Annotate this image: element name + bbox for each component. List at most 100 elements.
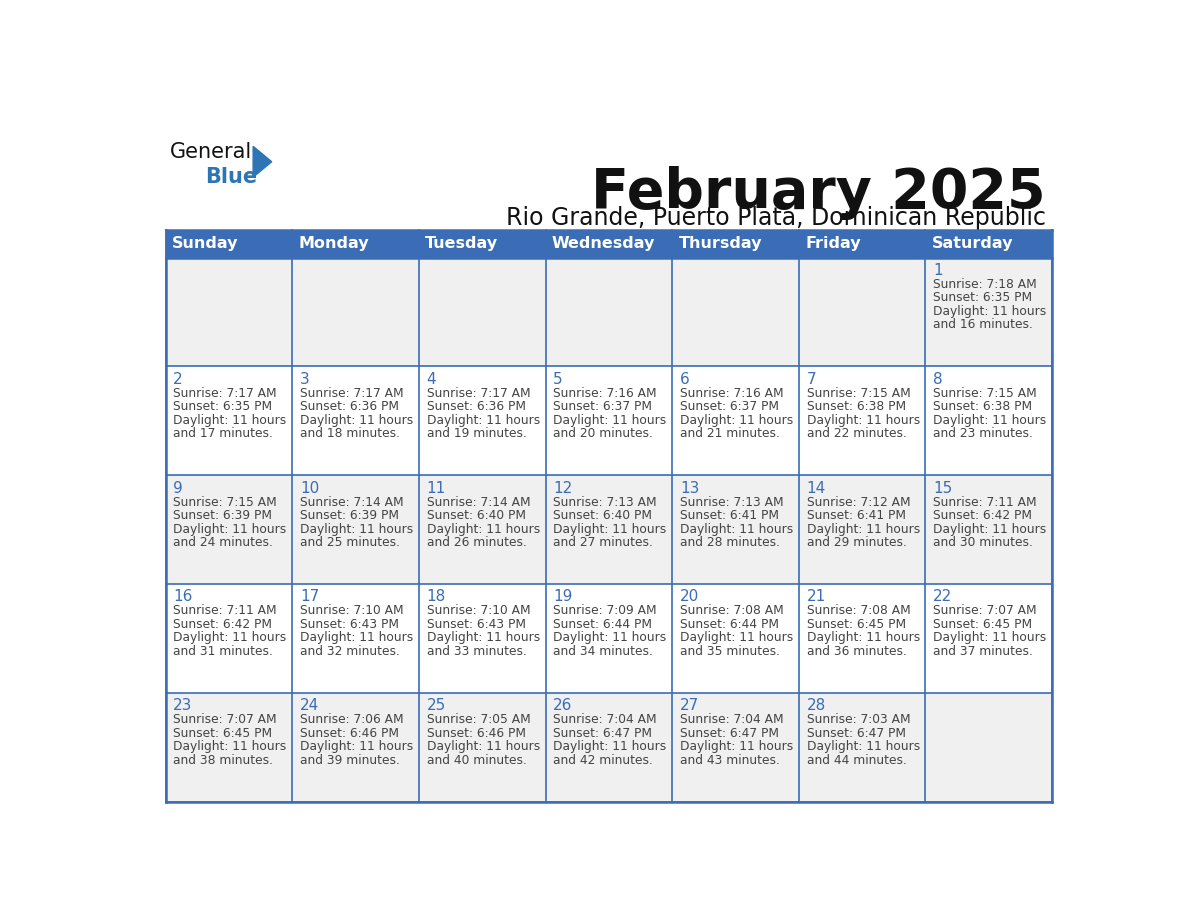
Text: Sunset: 6:39 PM: Sunset: 6:39 PM: [299, 509, 399, 522]
Bar: [798, 366, 925, 476]
Text: Daylight: 11 hours: Daylight: 11 hours: [680, 740, 794, 753]
Text: Daylight: 11 hours: Daylight: 11 hours: [173, 632, 286, 644]
Bar: [798, 258, 925, 366]
Bar: [292, 366, 419, 476]
Text: Sunrise: 7:05 AM: Sunrise: 7:05 AM: [426, 713, 530, 726]
Text: 2: 2: [173, 372, 183, 386]
Text: Daylight: 11 hours: Daylight: 11 hours: [426, 740, 539, 753]
Bar: [165, 366, 292, 476]
Text: and 16 minutes.: and 16 minutes.: [934, 319, 1034, 331]
Text: 5: 5: [554, 372, 563, 386]
Text: Sunrise: 7:17 AM: Sunrise: 7:17 AM: [426, 386, 530, 400]
Text: and 40 minutes.: and 40 minutes.: [426, 754, 526, 767]
Text: Sunrise: 7:15 AM: Sunrise: 7:15 AM: [173, 496, 277, 509]
Text: Sunset: 6:47 PM: Sunset: 6:47 PM: [554, 727, 652, 740]
Text: Sunset: 6:46 PM: Sunset: 6:46 PM: [299, 727, 399, 740]
Text: 26: 26: [554, 699, 573, 713]
Text: Daylight: 11 hours: Daylight: 11 hours: [426, 632, 539, 644]
Text: and 24 minutes.: and 24 minutes.: [173, 536, 273, 549]
Bar: [925, 584, 1053, 693]
Text: Sunset: 6:45 PM: Sunset: 6:45 PM: [934, 618, 1032, 631]
Text: Sunset: 6:43 PM: Sunset: 6:43 PM: [299, 618, 399, 631]
Text: Sunset: 6:45 PM: Sunset: 6:45 PM: [173, 727, 272, 740]
Text: Daylight: 11 hours: Daylight: 11 hours: [299, 522, 413, 535]
Text: 19: 19: [554, 589, 573, 604]
Text: and 30 minutes.: and 30 minutes.: [934, 536, 1034, 549]
Bar: [419, 476, 545, 584]
Text: 27: 27: [680, 699, 700, 713]
Text: Sunset: 6:36 PM: Sunset: 6:36 PM: [426, 400, 525, 413]
Polygon shape: [253, 146, 272, 177]
Text: Rio Grande, Puerto Plata, Dominican Republic: Rio Grande, Puerto Plata, Dominican Repu…: [506, 207, 1045, 230]
Bar: [292, 258, 419, 366]
Text: Sunset: 6:36 PM: Sunset: 6:36 PM: [299, 400, 399, 413]
Text: 24: 24: [299, 699, 320, 713]
Bar: [165, 693, 292, 801]
Text: 15: 15: [934, 481, 953, 496]
Text: Saturday: Saturday: [931, 236, 1013, 251]
Text: 20: 20: [680, 589, 700, 604]
Text: Sunrise: 7:04 AM: Sunrise: 7:04 AM: [680, 713, 784, 726]
Text: and 19 minutes.: and 19 minutes.: [426, 427, 526, 441]
Text: Sunset: 6:47 PM: Sunset: 6:47 PM: [807, 727, 905, 740]
Text: Sunrise: 7:12 AM: Sunrise: 7:12 AM: [807, 496, 910, 509]
Text: and 25 minutes.: and 25 minutes.: [299, 536, 400, 549]
Bar: [672, 476, 798, 584]
Text: Sunrise: 7:13 AM: Sunrise: 7:13 AM: [554, 496, 657, 509]
Text: Daylight: 11 hours: Daylight: 11 hours: [807, 522, 920, 535]
Text: 8: 8: [934, 372, 943, 386]
Text: and 34 minutes.: and 34 minutes.: [554, 644, 653, 658]
Text: Sunset: 6:47 PM: Sunset: 6:47 PM: [680, 727, 779, 740]
Text: and 22 minutes.: and 22 minutes.: [807, 427, 906, 441]
Text: and 44 minutes.: and 44 minutes.: [807, 754, 906, 767]
Bar: [292, 476, 419, 584]
Text: Sunrise: 7:16 AM: Sunrise: 7:16 AM: [554, 386, 657, 400]
Text: Sunrise: 7:14 AM: Sunrise: 7:14 AM: [426, 496, 530, 509]
Text: Daylight: 11 hours: Daylight: 11 hours: [554, 632, 666, 644]
Text: Wednesday: Wednesday: [552, 236, 656, 251]
Text: Sunset: 6:37 PM: Sunset: 6:37 PM: [680, 400, 779, 413]
Text: Sunrise: 7:11 AM: Sunrise: 7:11 AM: [934, 496, 1037, 509]
Text: 18: 18: [426, 589, 446, 604]
Bar: [925, 258, 1053, 366]
Text: Sunrise: 7:15 AM: Sunrise: 7:15 AM: [807, 386, 910, 400]
Bar: [672, 366, 798, 476]
Text: Sunrise: 7:07 AM: Sunrise: 7:07 AM: [173, 713, 277, 726]
Text: Daylight: 11 hours: Daylight: 11 hours: [426, 414, 539, 427]
Text: Sunset: 6:41 PM: Sunset: 6:41 PM: [807, 509, 905, 522]
Text: Daylight: 11 hours: Daylight: 11 hours: [173, 522, 286, 535]
Text: Sunset: 6:42 PM: Sunset: 6:42 PM: [934, 509, 1032, 522]
Text: Daylight: 11 hours: Daylight: 11 hours: [680, 414, 794, 427]
Text: Daylight: 11 hours: Daylight: 11 hours: [807, 632, 920, 644]
Text: and 23 minutes.: and 23 minutes.: [934, 427, 1034, 441]
Text: and 26 minutes.: and 26 minutes.: [426, 536, 526, 549]
Bar: [798, 584, 925, 693]
Text: Thursday: Thursday: [678, 236, 762, 251]
Text: Sunrise: 7:08 AM: Sunrise: 7:08 AM: [680, 604, 784, 618]
Text: 6: 6: [680, 372, 690, 386]
Bar: [545, 258, 672, 366]
Text: Sunrise: 7:13 AM: Sunrise: 7:13 AM: [680, 496, 784, 509]
Text: 7: 7: [807, 372, 816, 386]
Text: Sunrise: 7:15 AM: Sunrise: 7:15 AM: [934, 386, 1037, 400]
Text: Daylight: 11 hours: Daylight: 11 hours: [299, 632, 413, 644]
Text: 1: 1: [934, 263, 943, 278]
Text: 21: 21: [807, 589, 826, 604]
Text: Sunset: 6:37 PM: Sunset: 6:37 PM: [554, 400, 652, 413]
Text: Daylight: 11 hours: Daylight: 11 hours: [173, 414, 286, 427]
Text: 9: 9: [173, 481, 183, 496]
Text: Daylight: 11 hours: Daylight: 11 hours: [807, 414, 920, 427]
Text: Daylight: 11 hours: Daylight: 11 hours: [934, 522, 1047, 535]
Text: Daylight: 11 hours: Daylight: 11 hours: [426, 522, 539, 535]
Bar: [672, 693, 798, 801]
Bar: [672, 258, 798, 366]
Text: Sunset: 6:45 PM: Sunset: 6:45 PM: [807, 618, 905, 631]
Text: Sunset: 6:35 PM: Sunset: 6:35 PM: [934, 292, 1032, 305]
Bar: [925, 476, 1053, 584]
Text: General: General: [170, 142, 252, 162]
Text: Sunrise: 7:17 AM: Sunrise: 7:17 AM: [173, 386, 277, 400]
Text: Monday: Monday: [298, 236, 369, 251]
Text: 3: 3: [299, 372, 310, 386]
Text: Sunrise: 7:17 AM: Sunrise: 7:17 AM: [299, 386, 404, 400]
Text: and 37 minutes.: and 37 minutes.: [934, 644, 1034, 658]
